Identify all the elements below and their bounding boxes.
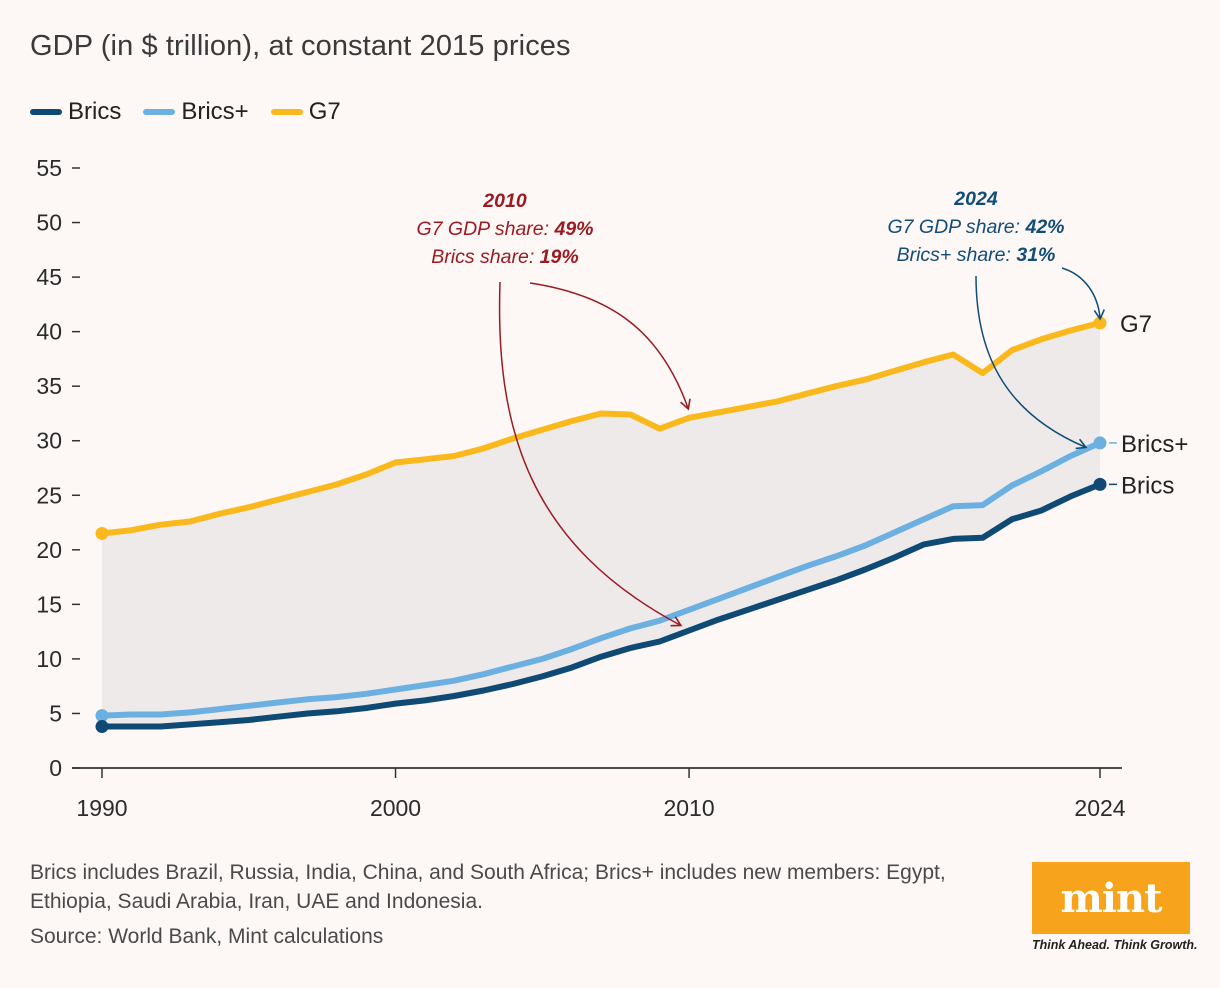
y-tick-label: 0 (49, 755, 62, 781)
end-label-brics-plus: Brics+ (1121, 431, 1188, 458)
y-tick-label: 40 (36, 319, 62, 345)
legend-label-g7: G7 (308, 98, 341, 125)
x-tick-label: 2010 (663, 795, 714, 821)
series-start-point-brics (95, 720, 109, 734)
x-tick-label: 2024 (1074, 795, 1125, 821)
legend-item-brics: Brics (30, 98, 121, 126)
annotation-2024-brics-plus-share: Brics+ share: 31% (897, 244, 1056, 266)
legend-label-brics-plus: Brics+ (181, 98, 249, 125)
y-tick-label: 45 (36, 264, 62, 290)
chart-title: GDP (in $ trillion), at constant 2015 pr… (30, 30, 571, 62)
y-tick-label: 55 (36, 155, 62, 181)
annotation-2010-year: 2010 (482, 190, 527, 212)
series-end-point-g7 (1093, 316, 1107, 330)
legend-swatch-g7 (270, 109, 303, 115)
logo-tagline: Think Ahead. Think Growth. (1032, 938, 1198, 952)
arrow-2024-to-brics-plus (975, 275, 1088, 450)
series-start-point-g7 (95, 526, 109, 540)
series-end-point-brics (1093, 477, 1107, 491)
source-note: Source: World Bank, Mint calculations (30, 925, 384, 948)
annotation-2024-brics-plus-share-value: 31% (1016, 244, 1055, 266)
series-line-brics-plus (99, 439, 1103, 719)
legend-item-g7: G7 (270, 98, 341, 126)
annotation-2010-g7-share-value: 49% (553, 218, 593, 240)
y-tick-label: 15 (36, 591, 62, 617)
arrow-2024-to-g7 (1061, 267, 1106, 321)
annotation-2010-brics-share: Brics share: 19% (431, 246, 578, 268)
mint-logo: mint (1032, 862, 1190, 934)
legend-label-brics: Brics (68, 98, 122, 125)
series-lines-group (95, 316, 1107, 734)
legend-swatch-brics (30, 109, 62, 115)
annotation-2010: 2010 G7 GDP share: 49% Brics share: 19% (416, 190, 593, 268)
y-tick-label: 10 (36, 646, 62, 672)
legend: Brics Brics+ G7 (30, 98, 341, 126)
annotation-2010-brics-share-prefix: Brics share: (431, 246, 539, 268)
gap-area-group (102, 322, 1100, 727)
legend-swatch-brics-plus (143, 109, 176, 115)
y-tick-label: 20 (36, 537, 62, 563)
end-label-brics: Brics (1121, 472, 1174, 499)
annotation-arrows-group (498, 267, 1106, 627)
mint-logo-text: mint (1060, 874, 1162, 922)
y-tick-label: 35 (36, 373, 62, 399)
annotation-2024: 2024 G7 GDP share: 42% Brics+ share: 31% (887, 188, 1064, 266)
gap-area (102, 322, 1100, 727)
legend-item-brics-plus: Brics+ (143, 98, 249, 126)
footnote: Brics includes Brazil, Russia, India, Ch… (30, 861, 946, 913)
series-line-brics (99, 481, 1103, 730)
y-tick-label: 25 (36, 482, 62, 508)
annotation-2024-g7-share-value: 42% (1024, 216, 1064, 238)
axes-group: 0 5 10 15 20 25 30 35 40 45 50 55 1990 2000 2010 2024 (36, 155, 1125, 821)
series-end-point-brics-plus (1093, 436, 1107, 450)
annotation-2024-brics-plus-share-prefix: Brics+ share: (897, 244, 1017, 266)
y-tick-label: 5 (49, 700, 62, 726)
series-line-g7 (99, 319, 1103, 537)
end-labels-group: G7 Brics+ Brics (1109, 311, 1188, 499)
x-tick-label: 1990 (76, 795, 127, 821)
y-tick-label: 50 (36, 210, 62, 236)
series-start-point-brics-plus (95, 709, 109, 723)
y-tick-label: 30 (36, 428, 62, 454)
annotation-2010-g7-share: G7 GDP share: 49% (416, 218, 593, 240)
annotation-2024-year: 2024 (953, 188, 998, 210)
annotation-2010-brics-share-value: 19% (540, 246, 579, 268)
x-tick-label: 2000 (370, 795, 421, 821)
arrow-2010-to-g7 (529, 282, 691, 411)
line-chart: 0 5 10 15 20 25 30 35 40 45 50 55 1990 2000 2010 2024 2… (36, 155, 1188, 821)
arrow-2010-to-brics (498, 281, 683, 627)
annotation-2024-g7-share: G7 GDP share: 42% (887, 216, 1064, 238)
end-label-g7: G7 (1120, 311, 1152, 338)
annotation-2010-g7-share-prefix: G7 GDP share: (416, 218, 554, 240)
annotation-2024-g7-share-prefix: G7 GDP share: (887, 216, 1025, 238)
